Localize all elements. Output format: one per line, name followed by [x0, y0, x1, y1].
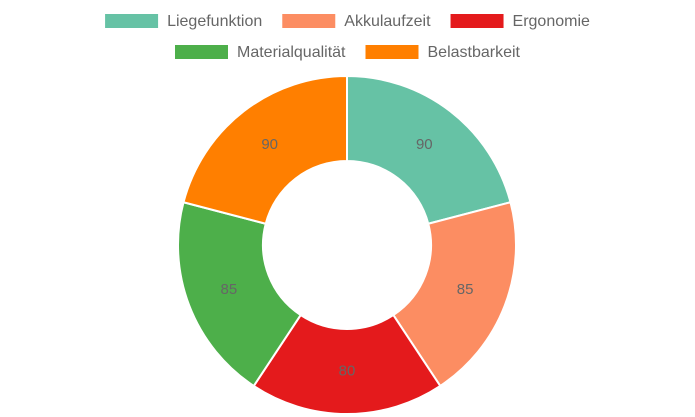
legend-swatch [282, 14, 336, 28]
data-label: 85 [457, 281, 474, 298]
legend-row: Materialqualität Belastbarkeit [175, 44, 521, 61]
data-label: 90 [416, 136, 433, 153]
doughnut-segment [391, 201, 517, 388]
doughnut-segment [182, 74, 348, 225]
doughnut-segment [346, 74, 512, 225]
legend-label: Akkulaufzeit [344, 13, 431, 30]
legend-swatch [175, 45, 228, 59]
data-label: 80 [339, 362, 356, 379]
doughnut-segment [252, 313, 442, 415]
legend-row: Liegefunktion Akkulaufzeit Ergonomie [105, 13, 590, 30]
data-label: 90 [261, 136, 278, 153]
legend-label: Liegefunktion [167, 13, 262, 30]
doughnut-segment [177, 201, 303, 388]
legend-label: Belastbarkeit [428, 44, 521, 61]
legend-swatch [365, 45, 419, 59]
legend-swatch [450, 14, 504, 28]
data-label: 85 [221, 281, 238, 298]
legend-label: Materialqualität [237, 44, 346, 61]
legend-label: Ergonomie [513, 13, 590, 30]
legend-swatch [105, 14, 159, 28]
